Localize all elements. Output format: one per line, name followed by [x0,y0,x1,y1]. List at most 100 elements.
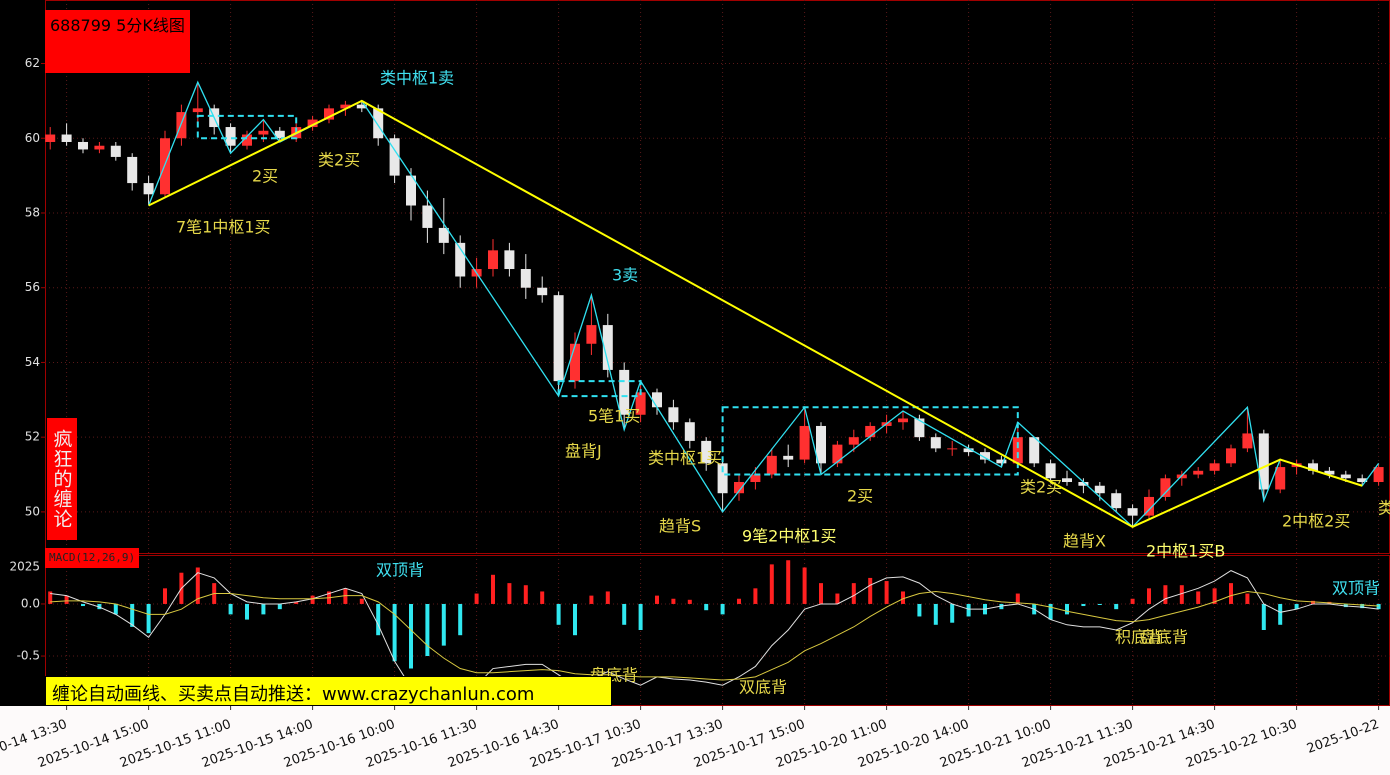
candle-body [94,145,105,150]
dif-line [50,570,1379,699]
candle-body [340,104,351,109]
y-tick-label: 0.0 [21,596,40,610]
annotation: 类2买 [318,151,360,170]
candle-body [750,474,761,483]
candle-body [110,145,121,157]
annotation: 7笔1中枢1买 [176,218,271,237]
candle-body [324,108,334,120]
annotation: 类中枢1卖 [380,69,454,88]
candle-body [242,134,252,146]
candle-body [258,130,269,135]
candle-body [225,127,236,146]
candle-body [455,242,466,277]
candle-body [406,175,416,206]
candle-body [799,425,810,460]
y-tick-label: 54 [25,355,40,369]
annotation: 趋背S [659,517,701,536]
candle-body [1275,467,1286,490]
candle-body [1062,478,1072,483]
y-tick-label: 60 [25,131,40,145]
candle-body [160,138,170,195]
annotation: 双底背 [739,678,787,697]
candle-body [832,444,843,464]
candle-body [1193,470,1204,475]
pivot-box [557,380,642,398]
candle-body [1111,493,1122,509]
annotation: 积底背 [1115,628,1163,647]
x-axis-strip [0,706,1390,775]
title-box: 688799 5分K线图 [45,10,190,73]
y-tick-label: 56 [25,280,40,294]
y-tick-label: 52 [25,430,40,444]
candle-body [930,437,941,449]
candle-body [980,452,990,460]
y-tick-label: 50 [25,504,40,518]
candle-body [1012,437,1023,464]
annotation: 2买 [252,167,278,186]
candle-body [45,134,56,142]
candle-body [668,407,679,423]
candle-body [356,104,367,109]
candle-body [1045,463,1056,479]
candle-body [373,108,384,139]
candle-body [1340,474,1351,479]
annotation: 类2买 [1020,478,1062,497]
candle-body [963,448,974,453]
candle-body [570,343,580,382]
candle-body [996,459,1007,464]
candle-body [816,425,826,464]
annotation: 9笔2中枢1买 [742,527,837,546]
candle-body [1258,433,1269,490]
stroke-line [147,80,1380,528]
candle-body [1078,482,1089,486]
annotation: 双顶背 [376,561,424,580]
candle-body [684,422,695,441]
candle-body [1160,478,1171,497]
side-label: 疯狂的缠论 [47,418,77,540]
candle-body [898,418,908,423]
candle-body [143,183,154,195]
candle-body [389,138,400,176]
candle-body [1094,485,1105,494]
candle-body [307,119,318,128]
candle-body [1242,433,1253,449]
annotation: 趋背X [1063,532,1106,551]
candle-body [1029,437,1040,464]
candle-body [1357,478,1368,483]
y-tick-label: -0.5 [17,649,40,663]
candle-body [1308,463,1318,471]
candle-body [783,455,794,460]
segment-line [148,99,1363,528]
annotation: 2中枢1买B [1146,542,1225,561]
annotation: 盘背J [565,442,602,461]
candle-body [635,392,646,415]
candle-body [586,325,597,344]
promo-banner: 缠论自动画线、买卖点自动推送：www.crazychanlun.com [45,676,612,706]
candle-body [127,156,138,184]
candle-body [192,108,203,113]
candle-body [438,227,449,243]
candle-body [701,440,712,464]
candle-body [274,130,285,139]
annotation: 2中枢2买 [1282,512,1350,531]
annotation: 类 [1378,499,1390,518]
annotation: 5笔1买 [588,407,640,426]
candle-body [488,250,498,270]
macd-top-label: 2025 [9,560,40,574]
annotation: 类中枢1买 [648,449,722,468]
candle-body [553,295,564,382]
y-tick-label: 62 [25,56,40,70]
candle-body [602,325,613,370]
annotation: 2买 [847,487,873,506]
pivot-box [721,406,1019,476]
annotation: 双顶背 [1332,579,1380,598]
macd-title: MACD(12,26,9) [45,548,140,568]
candle-body [619,369,630,415]
annotation: 3卖 [612,266,638,285]
candle-body [176,112,187,139]
candle-body [1209,463,1220,471]
candle-body [766,455,777,475]
candle-body [947,448,958,450]
